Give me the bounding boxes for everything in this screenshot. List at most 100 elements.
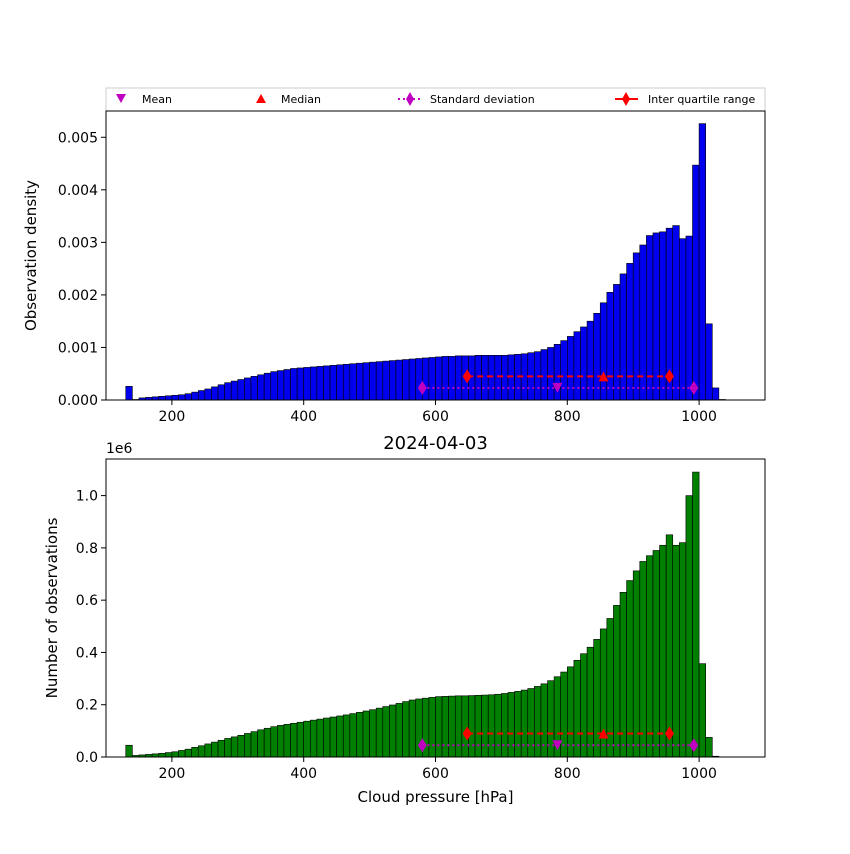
bottom-bar — [244, 733, 252, 758]
bottom-bar — [263, 727, 272, 758]
bottom-bar — [316, 718, 324, 758]
bottom-bar — [665, 534, 674, 758]
top-x-tick-label: 600 — [422, 409, 449, 425]
bottom-bar — [369, 709, 377, 758]
top-bar — [171, 394, 179, 401]
top-bar — [402, 359, 410, 401]
bottom-bar — [290, 722, 298, 758]
bottom-y-axis: 0.0 0.2 0.4 0.6 0.8 1.0 — [76, 489, 106, 766]
top-x-tick-label: 800 — [554, 409, 581, 425]
legend-median-label: Median — [281, 93, 321, 106]
top-iqr-marker-high — [664, 369, 674, 384]
top-bar — [375, 361, 384, 401]
bottom-std-marker-low — [417, 738, 427, 753]
bottom-bar — [382, 706, 390, 758]
top-bar — [184, 393, 192, 401]
legend-std-marker — [406, 92, 414, 106]
bottom-y-label: Number of observations — [43, 517, 61, 698]
bottom-bar — [494, 693, 502, 758]
bottom-bar — [481, 694, 489, 758]
bottom-bar — [125, 744, 133, 758]
bottom-bar — [692, 471, 700, 758]
bottom-bar — [626, 580, 634, 758]
top-bar — [487, 355, 496, 401]
top-y-tick-label: 0.003 — [58, 235, 98, 251]
bottom-bar — [441, 696, 449, 758]
bottom-bar — [171, 751, 179, 758]
bottom-bar — [329, 716, 337, 758]
top-bar — [230, 380, 239, 401]
bottom-bar — [698, 663, 706, 758]
bottom-bar — [303, 720, 311, 758]
top-bar — [698, 123, 706, 401]
top-bar — [356, 362, 364, 401]
bottom-bar — [705, 737, 713, 758]
bottom-bar — [593, 639, 601, 758]
bottom-bar — [211, 741, 219, 758]
top-bar — [428, 357, 436, 401]
top-bar — [349, 363, 357, 401]
bottom-bar — [606, 618, 614, 758]
bottom-bar — [283, 724, 291, 758]
bottom-bar — [454, 695, 463, 758]
top-bar — [165, 395, 173, 401]
legend-iqr-label: Inter quartile range — [648, 93, 755, 106]
top-bar — [250, 376, 258, 401]
legend-entry-mean: Mean — [116, 93, 172, 106]
bottom-bar — [468, 695, 476, 758]
legend-mean-marker — [116, 94, 126, 103]
bottom-y-offset-label: 1e6 — [106, 441, 133, 457]
bottom-bar — [257, 729, 265, 758]
top-bar — [507, 354, 515, 401]
bottom-x-tick-label: 200 — [159, 766, 186, 782]
top-bar — [547, 347, 555, 401]
bottom-bar — [474, 695, 482, 758]
bottom-y-tick-label: 0.6 — [76, 593, 98, 609]
top-bars — [125, 123, 726, 401]
bottom-bar — [296, 721, 304, 758]
bottom-bar — [408, 699, 417, 758]
bottom-bar — [309, 719, 318, 758]
legend-median-marker — [256, 94, 266, 103]
bottom-bar — [270, 726, 278, 758]
top-bar — [217, 384, 225, 401]
top-bar — [191, 391, 199, 401]
top-bar — [125, 386, 133, 401]
top-bar — [389, 360, 397, 401]
bottom-bar — [534, 686, 542, 758]
bottom-bar — [395, 703, 403, 758]
bottom-bar — [375, 707, 384, 758]
bottom-title: 2024-04-03 — [383, 433, 488, 454]
top-bar — [408, 358, 417, 401]
bottom-bar — [342, 714, 351, 758]
top-x-tick-label: 200 — [159, 409, 186, 425]
bottom-x-tick-label: 400 — [290, 766, 317, 782]
top-y-axis: 0.000 0.001 0.002 0.003 0.004 0.005 — [58, 130, 106, 409]
top-bar — [362, 362, 370, 401]
bottom-bar — [230, 736, 239, 758]
top-bar — [599, 302, 608, 401]
bottom-bar — [184, 748, 192, 758]
top-bar — [316, 366, 324, 401]
top-bar — [441, 356, 449, 401]
legend-mean-label: Mean — [142, 93, 172, 106]
top-bar — [435, 356, 443, 401]
top-bar — [244, 377, 252, 401]
top-bar — [501, 355, 509, 401]
bottom-bar — [336, 715, 344, 758]
bottom-bar — [197, 745, 206, 758]
top-bar — [679, 238, 687, 401]
top-bar — [197, 390, 206, 401]
top-bar — [303, 367, 311, 401]
top-bar — [613, 284, 621, 401]
bottom-y-tick-label: 1.0 — [76, 489, 98, 505]
top-y-tick-label: 0.002 — [58, 288, 98, 304]
legend-entry-iqr: Inter quartile range — [615, 92, 755, 106]
top-bar — [711, 387, 720, 401]
bottom-mean-marker — [552, 740, 563, 751]
top-bar — [336, 364, 344, 401]
bottom-bar — [487, 694, 496, 758]
bottom-bar — [158, 753, 166, 758]
top-stats — [417, 369, 699, 395]
top-bar — [448, 356, 456, 401]
